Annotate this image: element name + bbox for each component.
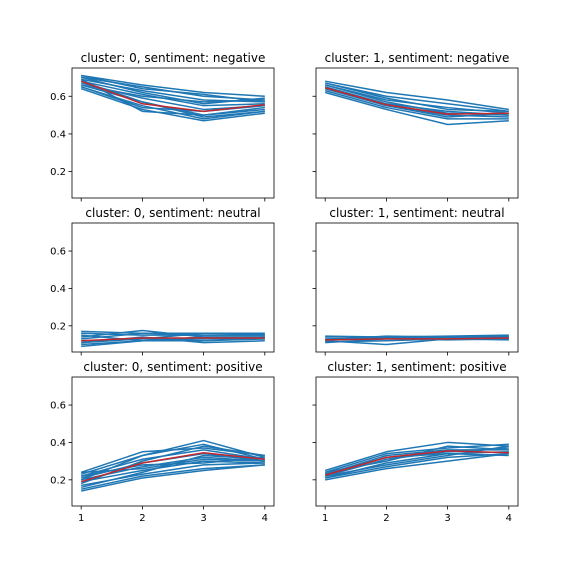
subplot-3: cluster: 1, sentiment: neutral [312, 206, 519, 356]
series-line [81, 458, 265, 474]
axes-frame [315, 222, 519, 353]
series-line [81, 464, 265, 490]
series-line [325, 82, 509, 113]
series-line [80, 78, 265, 116]
series-line [324, 91, 509, 126]
axes-frame [315, 376, 519, 507]
series-line [80, 439, 266, 475]
mean-line [324, 87, 509, 115]
axes-frame [71, 222, 275, 353]
y-tick-label: 0.6 [50, 247, 66, 258]
subplot-title: cluster: 1, sentiment: neutral [329, 206, 504, 220]
subplot-title: cluster: 1, sentiment: positive [327, 360, 506, 374]
mean-line [81, 337, 265, 342]
x-tick-label: 4 [262, 513, 268, 524]
series-line [325, 452, 509, 479]
series-line [80, 84, 265, 116]
series-line [80, 86, 265, 120]
subplot-title: cluster: 1, sentiment: negative [325, 51, 510, 65]
y-tick-label: 0.4 [50, 129, 66, 140]
series-line [324, 441, 509, 472]
subplot-title: cluster: 0, sentiment: neutral [85, 206, 260, 220]
series-line [325, 82, 509, 113]
subplot-4: cluster: 0, sentiment: positive 0.2 0.4 0.6… [50, 360, 275, 524]
mean-line [324, 450, 509, 476]
y-tick-label: 0.6 [50, 92, 66, 103]
x-tick-label: 1 [322, 513, 328, 524]
axes-frame [71, 376, 275, 507]
x-tick-label: 4 [506, 513, 512, 524]
series-line [81, 460, 265, 483]
y-tick-label: 0.2 [50, 321, 66, 332]
series-line [81, 464, 265, 492]
series-line [324, 88, 509, 118]
subplot-5: cluster: 1, sentiment: positive 1 2 3 4 [312, 360, 519, 524]
series-line [325, 335, 509, 341]
subplot-2: cluster: 0, sentiment: neutral 0.2 0.4 0.6 [50, 206, 275, 356]
y-tick-label: 0.4 [50, 284, 66, 295]
subplot-title: cluster: 0, sentiment: positive [83, 360, 262, 374]
series-line [81, 332, 265, 344]
series-line [325, 452, 509, 481]
x-tick-label: 2 [383, 513, 389, 524]
series-line [81, 336, 265, 346]
series-line [325, 445, 509, 477]
series-line [81, 80, 265, 107]
x-tick-label: 2 [139, 513, 145, 524]
mean-line [80, 80, 265, 113]
axes-frame [315, 67, 519, 199]
y-tick-label: 0.4 [50, 438, 66, 449]
mean-line [325, 337, 509, 341]
subplot-0: cluster: 0, sentiment: negative 0.2 0.4 0.6 [50, 51, 275, 202]
series-line [81, 338, 265, 348]
series-line [81, 74, 265, 98]
x-tick-label: 3 [200, 513, 206, 524]
y-tick-label: 0.2 [50, 167, 66, 178]
subplot-1: cluster: 1, sentiment: negative [312, 51, 519, 202]
subplot-title: cluster: 0, sentiment: negative [81, 51, 266, 65]
series-line [81, 456, 265, 481]
series-line [325, 338, 509, 343]
y-tick-label: 0.6 [50, 401, 66, 412]
mean-line [80, 451, 265, 483]
x-tick-label: 3 [444, 513, 450, 524]
series-line [325, 80, 509, 111]
series-line [324, 443, 509, 474]
series-line [324, 89, 509, 120]
series-line [81, 84, 265, 103]
series-line [81, 332, 265, 340]
series-line [80, 88, 265, 122]
x-tick-label: 1 [78, 513, 84, 524]
series-line [81, 74, 265, 103]
series-line [80, 443, 265, 481]
y-tick-label: 0.2 [50, 475, 66, 486]
axes-frame [71, 67, 275, 199]
